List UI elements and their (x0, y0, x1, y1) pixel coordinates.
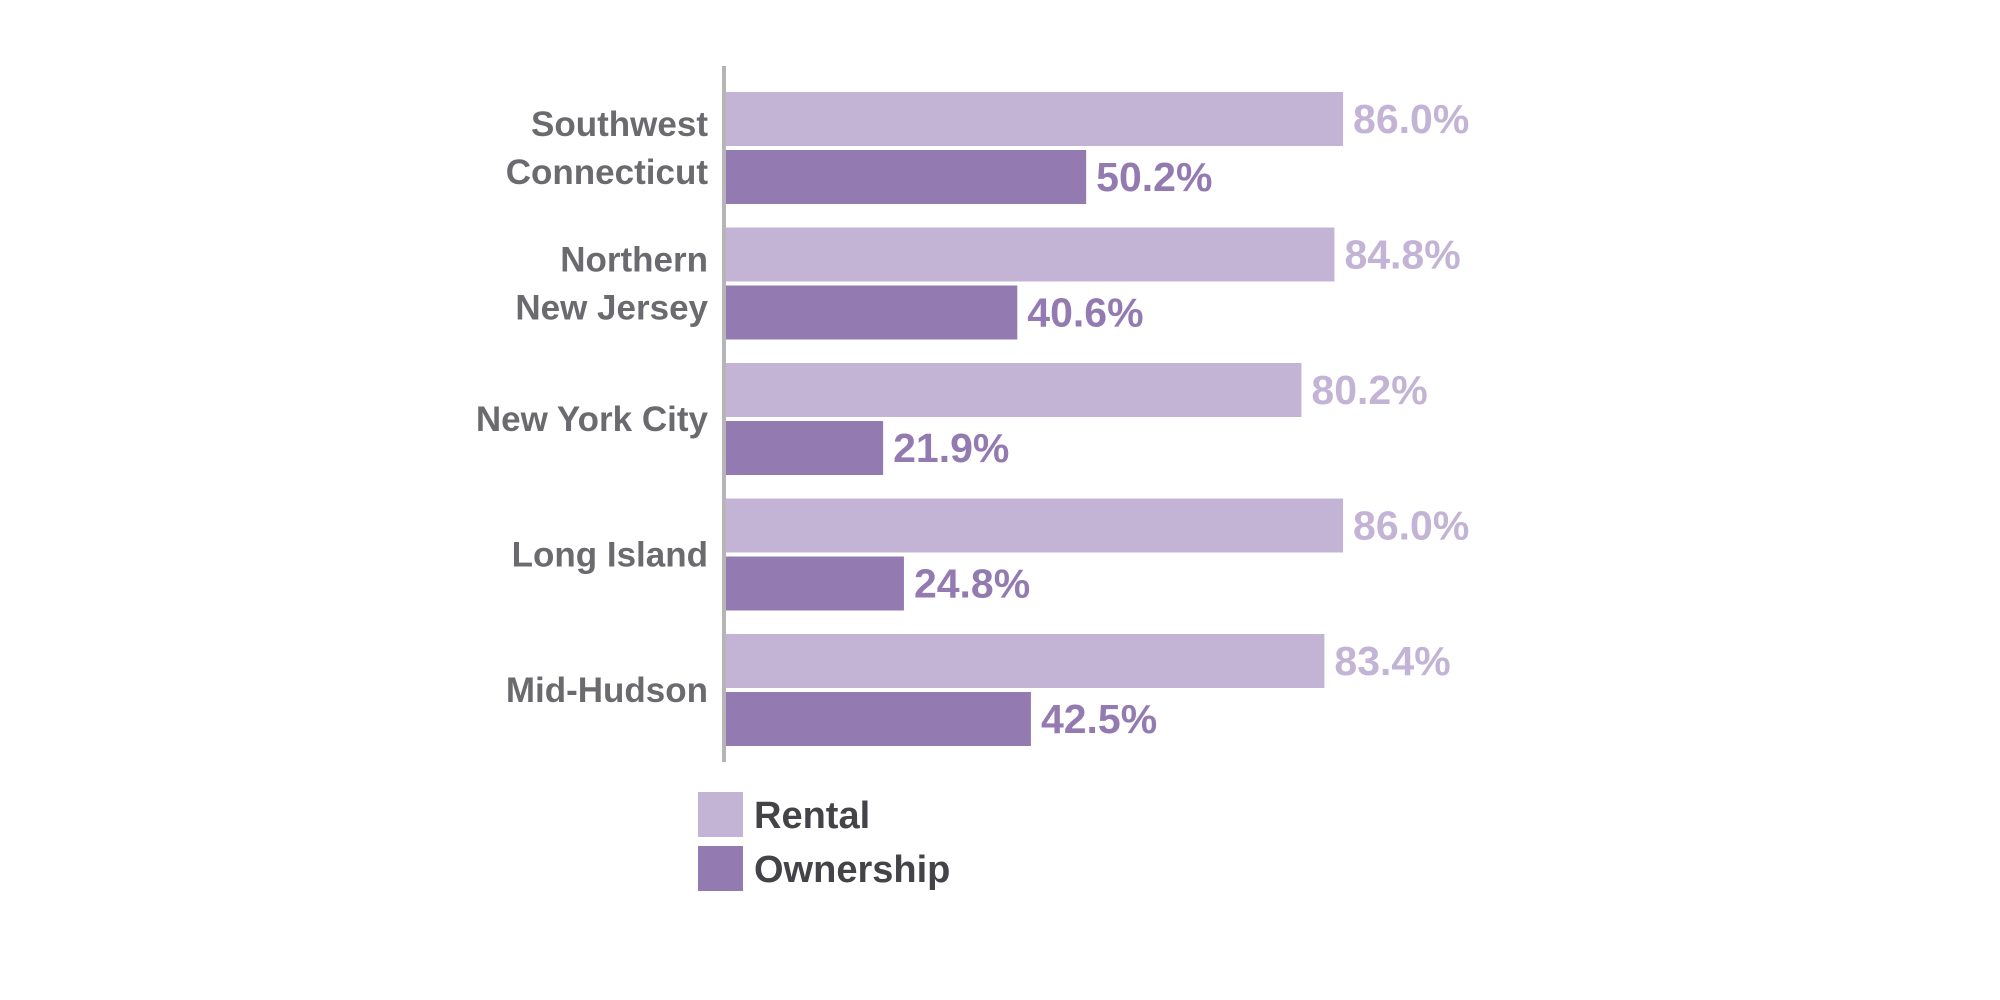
bar-ownership-3 (726, 556, 904, 611)
bar-ownership-0 (726, 150, 1087, 204)
legend: Rental Ownership (698, 792, 950, 891)
category-labels: Southwest Connecticut Northern New Jersey Ne… (476, 105, 709, 710)
value-label-ownership-0: 50.2% (1096, 154, 1212, 200)
bar-ownership-1 (726, 285, 1018, 340)
value-label-rental-3: 86.0% (1353, 503, 1469, 549)
category-label-0-line-1: Connecticut (506, 153, 709, 192)
value-label-rental-0: 86.0% (1353, 96, 1469, 142)
category-label-4-line-0: Mid-Hudson (506, 671, 708, 710)
bar-rental-4 (726, 634, 1325, 688)
legend-label-rental: Rental (754, 795, 870, 837)
bar-ownership-2 (726, 421, 884, 475)
bar-ownership-4 (726, 692, 1031, 746)
bars-layer: 86.0% 50.2% 84.8% 40.6% 80.2% 21.9% 86.0% 24.8%… (726, 92, 1469, 746)
category-label-0-line-0: Southwest (531, 105, 708, 144)
value-label-rental-4: 83.4% (1334, 638, 1450, 684)
value-label-ownership-4: 42.5% (1041, 696, 1157, 742)
legend-label-ownership: Ownership (754, 849, 950, 891)
value-label-ownership-3: 24.8% (914, 561, 1030, 607)
category-label-3-line-0: Long Island (512, 536, 708, 575)
legend-swatch-rental (698, 792, 743, 837)
legend-swatch-ownership (698, 846, 743, 891)
category-label-1-line-0: Northern (560, 241, 708, 280)
value-label-rental-1: 84.8% (1344, 232, 1460, 278)
bar-rental-0 (726, 92, 1344, 146)
bar-rental-3 (726, 498, 1344, 553)
bar-rental-2 (726, 363, 1302, 417)
value-label-rental-2: 80.2% (1311, 367, 1427, 413)
bar-rental-1 (726, 227, 1335, 282)
category-label-2-line-0: New York City (476, 400, 709, 439)
value-label-ownership-1: 40.6% (1027, 290, 1143, 336)
value-label-ownership-2: 21.9% (893, 425, 1009, 471)
category-label-1-line-1: New Jersey (515, 289, 708, 328)
